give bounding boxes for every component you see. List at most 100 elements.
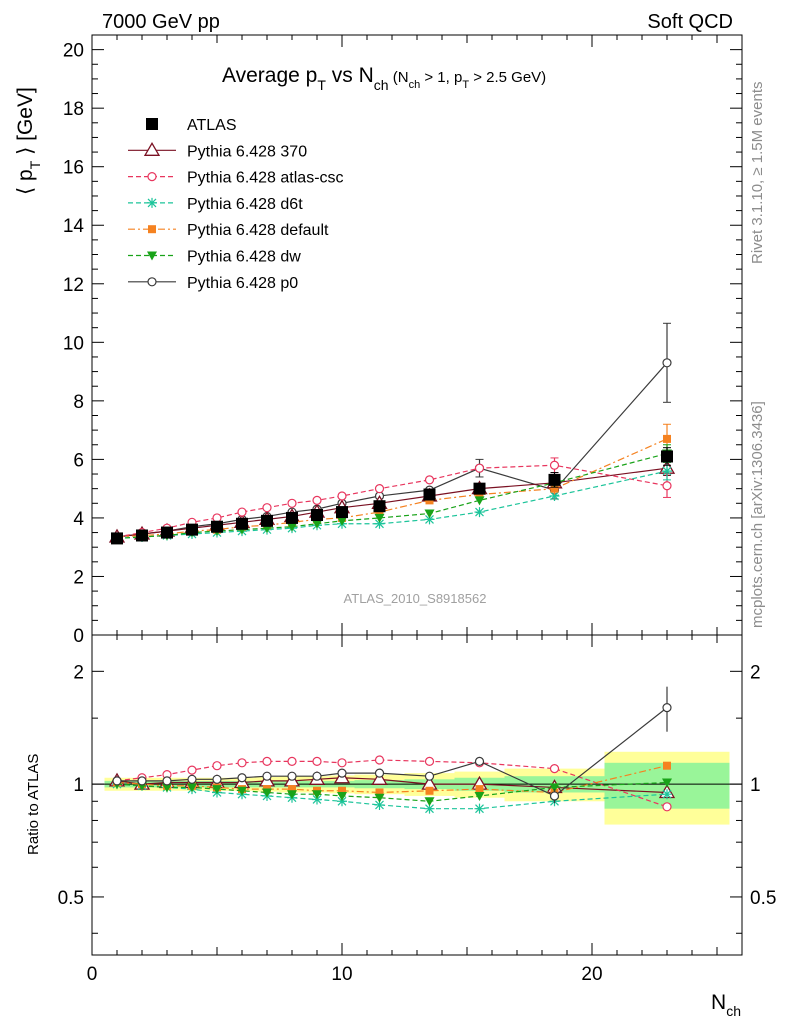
legend-label: Pythia 6.428 d6t <box>187 196 303 213</box>
analysis-id: ATLAS_2010_S8918562 <box>344 591 487 606</box>
ratio-data-point <box>662 703 672 713</box>
data-point <box>549 490 560 501</box>
ratio-y-tick-label: 0.5 <box>58 888 84 909</box>
data-point <box>186 523 198 536</box>
ratio-data-point <box>338 786 346 795</box>
ratio-data-point <box>237 773 247 783</box>
data-point <box>262 503 272 513</box>
data-point <box>337 516 347 526</box>
data-point <box>336 506 348 519</box>
ratio-panel-frame <box>91 634 743 956</box>
ratio-data-point <box>162 783 172 793</box>
data-point <box>474 496 485 506</box>
ratio-data-point <box>374 755 385 765</box>
legend-item: Pythia 6.428 p0 <box>128 275 298 292</box>
ratio-data-point <box>237 786 247 796</box>
data-point <box>662 358 672 368</box>
ratio-data-point <box>475 785 484 794</box>
title-cuts-sub-t: T <box>462 79 469 91</box>
data-point <box>211 520 223 533</box>
ratio-data-point <box>374 793 385 803</box>
ratio-data-point <box>162 776 172 786</box>
legend-label: Pythia 6.428 370 <box>187 143 307 160</box>
ratio-data-point <box>474 756 485 766</box>
data-point <box>312 495 322 505</box>
legend-label: ATLAS <box>187 117 237 134</box>
data-point <box>548 473 561 486</box>
data-point <box>236 517 248 530</box>
ratio-series-pythia-6-428-dw <box>112 778 672 807</box>
legend: ATLAS Pythia 6.428 370 Pythia 6.428 atlas-… <box>128 117 344 292</box>
data-point <box>312 519 322 529</box>
data-point <box>424 509 435 519</box>
ratio-data-point <box>374 799 385 810</box>
data-point <box>261 514 273 527</box>
data-point <box>237 507 247 517</box>
y-axis-label-main: ⟨ pT ⟩ [GeV] <box>14 87 43 195</box>
legend-item: ATLAS <box>146 117 237 134</box>
data-point <box>286 511 298 524</box>
ratio-data-point <box>112 776 122 786</box>
legend-item: Pythia 6.428 dw <box>128 249 301 266</box>
legend-marker <box>147 277 157 287</box>
data-point <box>374 518 385 529</box>
ratio-data-point <box>474 791 485 801</box>
legend-marker <box>147 251 157 261</box>
series-line <box>116 362 668 538</box>
legend-marker <box>147 197 157 208</box>
ratio-data-point <box>288 785 296 794</box>
title-cuts-b: > 1, p <box>420 69 462 86</box>
legend-marker <box>143 142 161 156</box>
ratio-y-tick-label: 2 <box>73 662 84 683</box>
ratio-data-point <box>262 756 272 766</box>
legend-marker <box>148 225 156 234</box>
ratio-data-point <box>425 786 434 795</box>
title-cuts-sub-ch: ch <box>409 79 421 91</box>
ratio-data-point <box>663 761 671 770</box>
series-line <box>116 470 668 540</box>
ratio-data-point <box>187 765 197 775</box>
legend-label: Pythia 6.428 default <box>187 222 329 239</box>
ratio-data-point <box>187 783 197 793</box>
legend-marker <box>146 118 158 130</box>
legend-label: Pythia 6.428 dw <box>187 249 301 266</box>
y-tick-label: 6 <box>73 450 84 471</box>
ratio-data-point <box>662 789 672 800</box>
ratio-data-point <box>237 758 247 768</box>
mcplots-label: mcplots.cern.ch [arXiv:1306.3436] <box>749 401 766 628</box>
ratio-data-point <box>212 785 222 795</box>
ratio-data-point <box>287 790 297 800</box>
ratio-data-point <box>662 778 672 788</box>
series-pythia-6-428-p0 <box>112 322 672 542</box>
legend-item: Pythia 6.428 370 <box>128 142 307 160</box>
ratio-data-point <box>312 794 322 805</box>
title-sub-t: T <box>317 77 326 93</box>
series-pythia-6-428-default <box>113 423 671 541</box>
ratio-data-point <box>312 756 322 766</box>
legend-label: Pythia 6.428 atlas-csc <box>187 170 344 187</box>
data-point <box>373 500 386 513</box>
ratio-data-point <box>312 771 322 781</box>
y-tick-label: 12 <box>63 275 84 296</box>
ratio-data-point <box>549 764 560 774</box>
data-point <box>423 488 436 501</box>
data-point <box>424 475 435 485</box>
y-tick-label: 10 <box>63 333 84 354</box>
ratio-data-point <box>262 788 272 798</box>
ratio-y-tick-label-right: 2 <box>750 662 761 683</box>
data-point <box>337 491 347 501</box>
ratio-data-point <box>337 758 347 768</box>
y-tick-label: 18 <box>63 99 84 120</box>
ratio-data-point <box>549 783 560 793</box>
data-point <box>424 514 435 525</box>
ratio-panel: 0.5 0.51 12 20 10 20 Ratio to ATLAS <box>25 634 776 985</box>
data-point <box>474 463 485 473</box>
ratio-data-point <box>371 771 388 785</box>
ratio-data-point <box>212 774 222 784</box>
data-point <box>136 529 148 542</box>
ratio-data-point <box>212 761 222 771</box>
process-label: Soft QCD <box>647 11 733 33</box>
y-tick-label: 0 <box>73 626 84 647</box>
